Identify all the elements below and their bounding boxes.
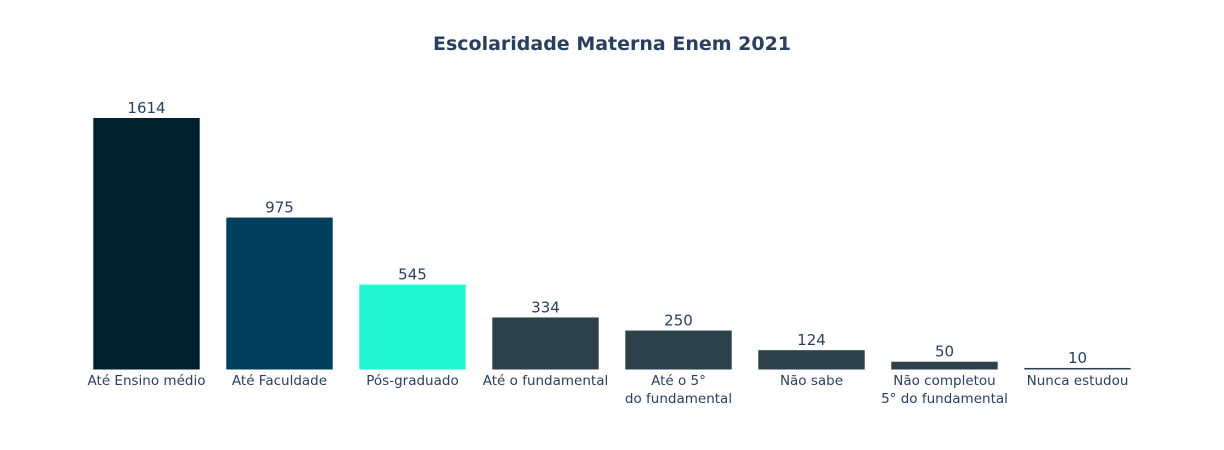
chart-title: Escolaridade Materna Enem 2021 [433, 33, 791, 55]
x-tick-label: Até Faculdade [232, 373, 327, 389]
bar-value-label: 50 [935, 343, 954, 361]
x-tick-label-line: Não completou [893, 373, 996, 389]
x-tick-label-line: Até o 5° [651, 373, 706, 389]
bar-1 [226, 217, 333, 370]
data-labels-group: 1614 975 545 334 250 124 50 10 [127, 99, 1087, 367]
x-tick-label: Não completou 5° do fundamental [881, 373, 1008, 407]
bar-value-label: 975 [265, 199, 294, 217]
x-tick-label: Até o 5° do fundamental [625, 373, 732, 407]
x-tick-label-line: Até Ensino médio [88, 373, 206, 389]
x-axis-tick-labels: Até Ensino médio Até Faculdade Pós-graduad… [88, 373, 1129, 407]
bar-2 [359, 284, 466, 370]
x-tick-label: Pós-graduado [366, 373, 458, 389]
bar-5 [758, 350, 865, 370]
x-tick-label: Não sabe [780, 373, 843, 389]
bar-6 [891, 361, 998, 370]
bar-7 [1024, 367, 1131, 370]
x-tick-label-line: do fundamental [625, 391, 732, 407]
x-tick-label-line: Pós-graduado [366, 373, 458, 389]
x-tick-label-line: Até Faculdade [232, 373, 327, 389]
x-tick-label-line: 5° do fundamental [881, 391, 1008, 407]
bar-3 [492, 317, 599, 370]
bar-value-label: 10 [1068, 349, 1087, 367]
x-tick-label-line: Não sabe [780, 373, 843, 389]
bars-group [93, 118, 1131, 370]
bar-value-label: 545 [398, 266, 427, 284]
bar-0 [93, 118, 200, 370]
x-tick-label: Até Ensino médio [88, 373, 206, 389]
x-tick-label-line: Nunca estudou [1027, 373, 1129, 389]
bar-value-label: 124 [797, 331, 826, 349]
bar-value-label: 334 [531, 298, 560, 316]
bar-value-label: 1614 [127, 99, 165, 117]
x-tick-label: Até o fundamental [483, 373, 608, 389]
x-tick-label: Nunca estudou [1027, 373, 1129, 389]
bar-value-label: 250 [664, 312, 693, 330]
x-tick-label-line: Até o fundamental [483, 373, 608, 389]
bar-4 [625, 330, 732, 370]
